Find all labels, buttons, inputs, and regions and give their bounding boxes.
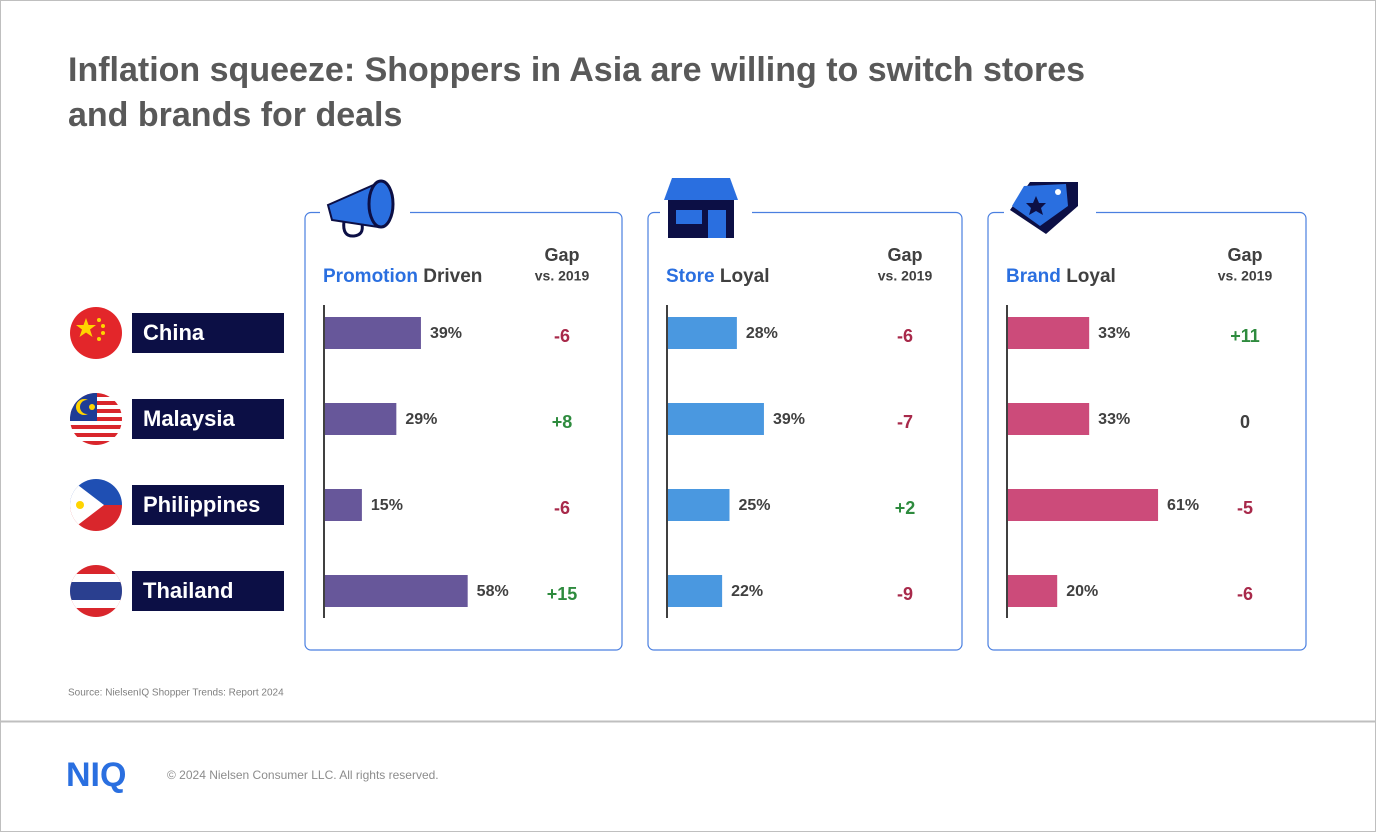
bar — [668, 317, 737, 349]
flag-malaysia — [70, 393, 122, 445]
gap-value: -5 — [1237, 498, 1253, 518]
panel-title-rest: Loyal — [1066, 266, 1116, 287]
panel-border — [304, 211, 623, 651]
panel-title: Store Loyal — [666, 266, 769, 287]
gap-subheader: vs. 2019 — [1218, 268, 1273, 284]
gap-header: Gap — [1227, 245, 1262, 265]
panel-border — [987, 211, 1307, 651]
gap-value: 0 — [1240, 412, 1250, 432]
gap-value: -9 — [897, 584, 913, 604]
bar — [1008, 489, 1159, 521]
country-label: Thailand — [143, 578, 233, 603]
value-label: 15% — [371, 497, 403, 514]
gap-value: +15 — [547, 584, 578, 604]
bar — [668, 489, 730, 521]
gap-header: Gap — [887, 245, 922, 265]
title: and brands for deals — [68, 96, 402, 134]
gap-subheader: vs. 2019 — [535, 268, 590, 284]
value-label: 61% — [1167, 497, 1199, 514]
value-label: 33% — [1098, 325, 1130, 342]
panel-title: Promotion Driven — [323, 266, 482, 287]
gap-value: -6 — [554, 498, 570, 518]
country-box — [132, 399, 284, 439]
value-label: 39% — [773, 411, 805, 428]
value-label: 28% — [746, 325, 778, 342]
panel-title-highlight: Promotion — [323, 266, 418, 287]
value-label: 20% — [1066, 583, 1098, 600]
value-label: 22% — [731, 583, 763, 600]
bar — [325, 403, 397, 435]
store-icon — [664, 178, 738, 238]
panel-title-rest: Loyal — [720, 266, 770, 287]
country-label: Malaysia — [143, 406, 235, 431]
panel-border — [647, 211, 963, 651]
copyright: © 2024 Nielsen Consumer LLC. All rights … — [167, 768, 439, 782]
bar — [668, 575, 723, 607]
bar — [1008, 317, 1090, 349]
panel-title: Brand Loyal — [1006, 266, 1116, 287]
bar — [668, 403, 764, 435]
panel-title-highlight: Store — [666, 266, 715, 287]
country-box — [132, 313, 284, 353]
bar — [325, 317, 421, 349]
gap-subheader: vs. 2019 — [878, 268, 933, 284]
bar — [1008, 403, 1090, 435]
flag-philippines — [70, 479, 122, 531]
value-label: 33% — [1098, 411, 1130, 428]
bar — [325, 489, 362, 521]
megaphone-icon — [326, 179, 395, 238]
panel-title-highlight: Brand — [1006, 266, 1061, 287]
gap-value: -7 — [897, 412, 913, 432]
gap-value: +11 — [1230, 326, 1260, 346]
bar — [325, 575, 468, 607]
country-box — [132, 571, 284, 611]
gap-value: +8 — [552, 412, 573, 432]
bar — [1008, 575, 1058, 607]
title: Inflation squeeze: Shoppers in Asia are … — [68, 51, 1085, 89]
country-label: China — [143, 320, 205, 345]
value-label: 39% — [430, 325, 462, 342]
country-box — [132, 485, 284, 525]
gap-value: -6 — [554, 326, 570, 346]
gap-header: Gap — [544, 245, 579, 265]
flag-china — [70, 307, 122, 359]
gap-value: -6 — [1237, 584, 1253, 604]
gap-value: -6 — [897, 326, 913, 346]
value-label: 29% — [405, 411, 437, 428]
source: Source: NielsenIQ Shopper Trends: Report… — [68, 688, 284, 699]
gap-value: +2 — [895, 498, 916, 518]
panel-title-rest: Driven — [423, 266, 482, 287]
value-label: 58% — [477, 583, 509, 600]
logo: NIQ — [66, 756, 126, 794]
value-label: 25% — [739, 497, 771, 514]
flag-thailand — [70, 565, 122, 617]
tag-icon — [1010, 182, 1078, 234]
country-label: Philippines — [143, 492, 260, 517]
